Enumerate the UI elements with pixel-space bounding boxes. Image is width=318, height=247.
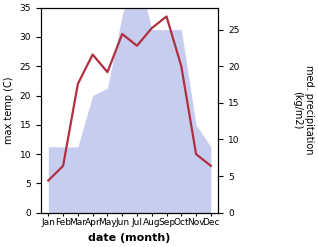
Y-axis label: med. precipitation
(kg/m2): med. precipitation (kg/m2) xyxy=(292,65,314,155)
Y-axis label: max temp (C): max temp (C) xyxy=(4,76,14,144)
X-axis label: date (month): date (month) xyxy=(88,233,171,243)
